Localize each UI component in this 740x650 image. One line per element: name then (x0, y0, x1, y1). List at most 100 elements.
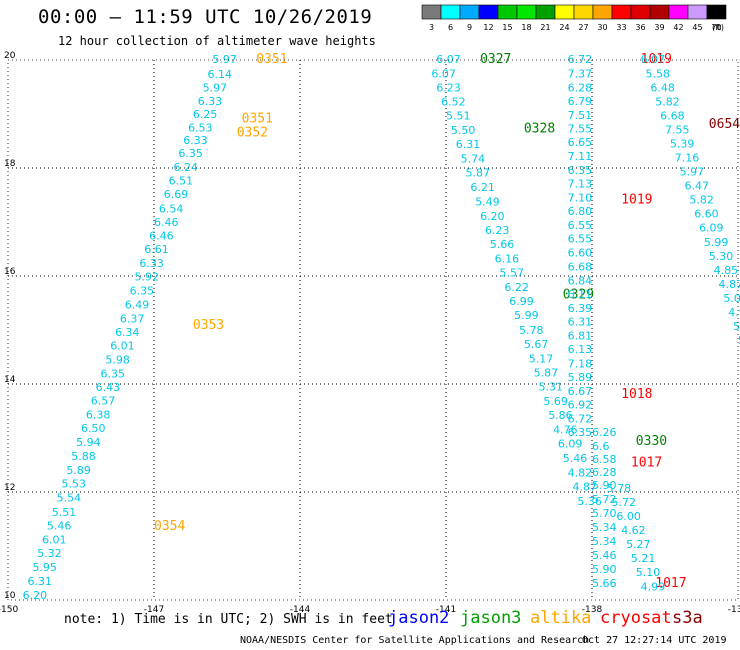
wave-height-value: 6.47 (684, 180, 709, 193)
wave-height-value: 6.54 (159, 202, 184, 215)
wave-height-value: 5.90 (592, 479, 617, 492)
wave-height-value: 6.20 (480, 210, 505, 223)
colorbar-swatch (421, 4, 442, 20)
legend-cryosat: cryosat (600, 608, 672, 628)
wave-height-value: 5.67 (733, 320, 740, 333)
colorbar-label: 42 (673, 23, 683, 32)
colorbar-swatch (554, 4, 575, 20)
wave-height-value: 6.57 (91, 395, 116, 408)
wave-height-value: 5.17 (529, 352, 554, 365)
wave-height-value: 6.65 (568, 136, 593, 149)
wave-height-value: 6.31 (568, 316, 593, 329)
track-label: 1017 (631, 456, 662, 471)
colorbar-swatch (535, 4, 556, 20)
wave-height-value: 5.99 (514, 309, 539, 322)
wave-height-value: 5.78 (519, 324, 544, 337)
wave-height-value: 5.01 (723, 292, 740, 305)
wave-height-value: 6.35 (178, 147, 203, 160)
colorbar-swatch (668, 4, 689, 20)
wave-height-value: 7.10 (568, 191, 593, 204)
wave-height-value: 4.85 (714, 264, 739, 277)
wave-height-value: 6.35 (130, 284, 155, 297)
wave-height-value: 5.21 (631, 552, 656, 565)
track-label: 0351 (242, 112, 273, 127)
track-label: 0353 (193, 318, 224, 333)
wave-height-value: 5.58 (646, 67, 671, 80)
wave-height-value: 7.51 (568, 109, 593, 122)
wave-height-value: 5.51 (446, 109, 471, 122)
wave-height-value: 4.94 (728, 306, 740, 319)
wave-height-value: 6.14 (208, 68, 233, 81)
wave-height-value: 5.72 (611, 496, 636, 509)
wave-height-value: 5.82 (655, 95, 680, 108)
wave-height-value: 6.67 (568, 385, 593, 398)
wave-height-value: 5.66 (490, 238, 515, 251)
wave-height-value: 5.97 (680, 166, 705, 179)
colorbar-label: 12 (483, 23, 493, 32)
track-label: 1018 (621, 387, 652, 402)
wave-height-value: 5.46 (592, 549, 617, 562)
colorbar-swatch (459, 4, 480, 20)
wave-height-value: 5.89 (568, 371, 593, 384)
wave-height-value: 5.54 (57, 492, 82, 505)
wave-height-value: 6.07 (431, 67, 456, 80)
track-label: 0330 (636, 434, 667, 449)
wave-height-value: 6.22 (504, 281, 529, 294)
wave-height-value: 6.68 (568, 261, 593, 274)
footer-credit: NOAA/NESDIS Center for Satellite Applica… (240, 635, 590, 646)
wave-height-value: 6.33 (198, 95, 223, 108)
colorbar-label: 39 (654, 23, 664, 32)
wave-height-value: 5.98 (105, 353, 130, 366)
colorbar-label: 18 (521, 23, 531, 32)
colorbar-swatch (573, 4, 594, 20)
wave-height-value: 7.18 (568, 357, 593, 370)
wave-height-value: 6.61 (144, 243, 169, 256)
y-tick-label: 20 (4, 51, 16, 61)
wave-height-value: 6.31 (456, 138, 481, 151)
colorbar-label: 21 (540, 23, 550, 32)
wave-height-value: 5.70 (592, 507, 617, 520)
wave-height-value: 6.60 (694, 208, 719, 221)
wave-height-value: 5.92 (135, 270, 160, 283)
colorbar-swatch (516, 4, 537, 20)
wave-height-value: 6.13 (568, 343, 593, 356)
wave-height-value: 5.99 (704, 236, 729, 249)
y-tick-label: 14 (4, 375, 16, 385)
colorbar-swatch (592, 4, 613, 20)
wave-height-value: 5.32 (37, 547, 62, 560)
wave-height-value: 4.99 (641, 580, 666, 593)
colorbar-label: 15 (502, 23, 512, 32)
colorbar-swatch (630, 4, 651, 20)
x-tick-label: -147 (144, 605, 164, 615)
y-tick-label: 16 (4, 267, 16, 277)
wave-height-value: 6.01 (110, 339, 135, 352)
wave-height-value: 5.46 (47, 519, 72, 532)
wave-height-value: 5.53 (62, 478, 87, 491)
wave-height-value: 6.46 (149, 229, 174, 242)
colorbar-label: 9 (467, 23, 472, 32)
wave-height-value: 6.20 (23, 589, 47, 602)
wave-height-value: 4.87 (573, 480, 598, 493)
wave-height-value: 5.94 (76, 436, 101, 449)
wave-height-value: 7.11 (568, 150, 593, 163)
colorbar-label: 30 (597, 23, 607, 32)
wave-height-value: 6.84 (568, 275, 593, 288)
wave-height-value: 6.23 (436, 81, 461, 94)
legend-altika: altika (530, 608, 592, 628)
colorbar-label: 24 (559, 23, 569, 32)
track-label: 0327 (480, 52, 511, 67)
wave-height-value: 5.30 (709, 250, 734, 263)
colorbar-label: 36 (635, 23, 645, 32)
colorbar-swatch (611, 4, 632, 20)
wave-height-value: 6.46 (154, 216, 179, 229)
wave-height-value: 5.46 (563, 452, 588, 465)
track-label: 0654 (709, 117, 740, 132)
wave-height-value: 5.49 (475, 195, 500, 208)
wave-height-value: 6.28 (592, 466, 617, 479)
wave-height-value: 6.80 (568, 205, 593, 218)
wave-height-value: 5.57 (500, 267, 525, 280)
colorbar-label: 45 (692, 23, 702, 32)
footer-timestamp: Oct 27 12:27:14 UTC 2019 (582, 635, 727, 646)
wave-height-value: 6.37 (120, 312, 145, 325)
